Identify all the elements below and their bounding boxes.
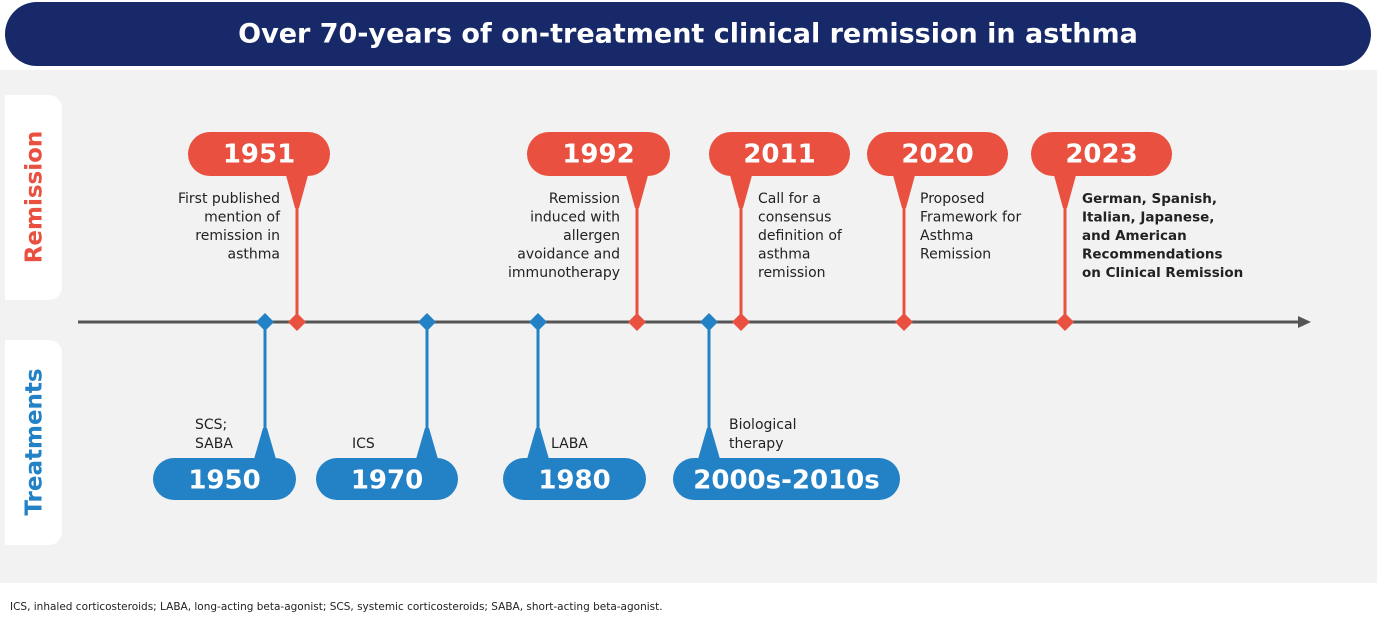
- treatment-description: SABA: [195, 436, 233, 452]
- treatment-marker: [529, 313, 547, 331]
- treatment-description: ICS: [352, 436, 375, 452]
- remission-year-pill: [527, 132, 670, 176]
- remission-year: 2011: [743, 140, 815, 170]
- treatment-pointer: [696, 428, 722, 466]
- remission-description: German, Spanish,: [1082, 191, 1217, 207]
- remission-description: on Clinical Remission: [1082, 265, 1243, 281]
- remission-description: remission: [758, 265, 826, 281]
- remission-marker: [732, 313, 750, 331]
- treatment-marker: [256, 313, 274, 331]
- treatment-description: Biological: [729, 417, 796, 433]
- remission-description: allergen: [563, 228, 620, 244]
- remission-description: immunotherapy: [508, 265, 620, 281]
- remission-description: and American: [1082, 228, 1187, 244]
- remission-description: mention of: [204, 210, 281, 226]
- treatment-year: 2000s-2010s: [693, 466, 879, 496]
- remission-marker: [288, 313, 306, 331]
- treatment-year: 1980: [538, 466, 610, 496]
- treatments-tab-label: Treatments: [22, 368, 48, 515]
- remission-description: definition of: [758, 228, 843, 244]
- remission-description: consensus: [758, 210, 831, 226]
- treatment-year-pill: [673, 458, 900, 500]
- remission-year-pill: [1031, 132, 1172, 176]
- remission-description: First published: [178, 191, 280, 207]
- remission-year-pill: [867, 132, 1008, 176]
- header-title: Over 70-years of on-treatment clinical r…: [238, 19, 1138, 50]
- remission-description: Proposed: [920, 191, 984, 207]
- remission-pointer: [1052, 168, 1078, 208]
- header-bar: [5, 2, 1371, 66]
- treatment-year-pill: [153, 458, 296, 500]
- treatment-marker: [418, 313, 436, 331]
- treatments-tab: [5, 340, 62, 545]
- remission-description: Italian, Japanese,: [1082, 210, 1214, 226]
- remission-pointer: [624, 168, 650, 208]
- remission-marker: [895, 313, 913, 331]
- treatment-pointer: [414, 428, 440, 466]
- remission-description: Remission: [920, 247, 991, 263]
- treatment-year: 1950: [188, 466, 260, 496]
- remission-pointer: [728, 168, 754, 208]
- remission-description: Framework for: [920, 210, 1021, 226]
- remission-marker: [628, 313, 646, 331]
- treatment-description: LABA: [551, 436, 588, 452]
- remission-description: avoidance and: [517, 247, 620, 263]
- treatment-description: therapy: [729, 436, 783, 452]
- remission-marker: [1056, 313, 1074, 331]
- remission-description: Call for a: [758, 191, 821, 207]
- footnote: ICS, inhaled corticosteroids; LABA, long…: [10, 601, 663, 613]
- axis-arrowhead: [1298, 316, 1311, 328]
- treatment-year: 1970: [351, 466, 423, 496]
- remission-year: 1992: [562, 140, 634, 170]
- remission-pointer: [891, 168, 917, 208]
- treatment-pointer: [525, 428, 551, 466]
- treatment-pointer: [252, 428, 278, 466]
- remission-description: induced with: [530, 210, 620, 226]
- remission-year-pill: [188, 132, 330, 176]
- treatment-year-pill: [316, 458, 458, 500]
- remission-tab: [5, 95, 62, 300]
- remission-year-pill: [709, 132, 850, 176]
- remission-description: Asthma: [920, 228, 973, 244]
- remission-description: Remission: [549, 191, 620, 207]
- remission-description: asthma: [228, 247, 280, 263]
- remission-year: 2023: [1065, 140, 1137, 170]
- remission-year: 1951: [223, 140, 295, 170]
- remission-tab-label: Remission: [22, 131, 48, 264]
- remission-description: Recommendations: [1082, 247, 1223, 263]
- remission-description: asthma: [758, 247, 810, 263]
- treatment-marker: [700, 313, 718, 331]
- remission-pointer: [284, 168, 310, 208]
- remission-description: remission in: [195, 228, 280, 244]
- treatment-description: SCS;: [195, 417, 227, 433]
- treatment-year-pill: [503, 458, 646, 500]
- remission-year: 2020: [901, 140, 973, 170]
